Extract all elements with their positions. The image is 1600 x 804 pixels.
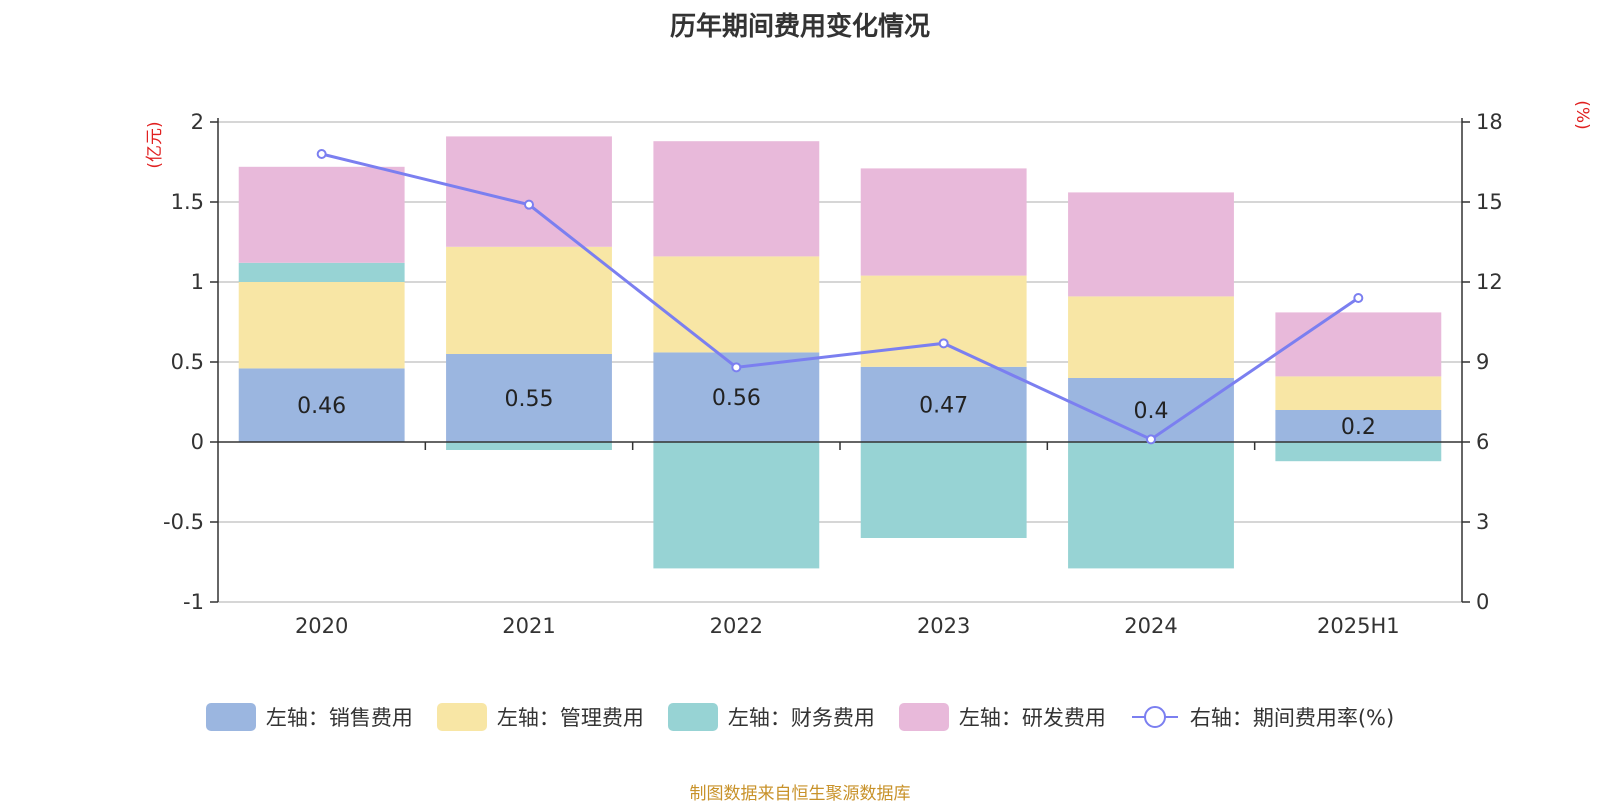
bar-segment: [860, 366, 1027, 442]
bar-segment: [238, 166, 405, 263]
chart-title: 历年期间费用变化情况: [669, 12, 930, 42]
legend-item[interactable]: 右轴：期间费用率(%): [1130, 702, 1394, 732]
legend-line-swatch: [1131, 706, 1178, 728]
left-tick-label: 1: [191, 270, 204, 294]
bar-data-label: 0.46: [297, 394, 346, 419]
right-tick-label: 0: [1476, 590, 1489, 614]
bar-data-label: 0.47: [919, 393, 968, 418]
legend-label: 右轴：期间费用率(%): [1189, 706, 1395, 730]
legend-label: 左轴：管理费用: [496, 706, 644, 730]
right-tick-label: 12: [1476, 270, 1503, 294]
legend-swatch: [205, 703, 256, 731]
rate-point: [316, 149, 327, 159]
legend-swatch: [898, 703, 949, 731]
bar-segment: [653, 141, 820, 257]
left-tick-label: 0: [191, 430, 204, 454]
x-tick-label: 2021: [502, 614, 555, 638]
bar-segment: [446, 246, 612, 354]
bar-segment: [238, 262, 405, 282]
rate-point: [731, 362, 742, 373]
bar-segment: [1068, 296, 1234, 378]
bar-segment: [238, 368, 405, 442]
bar-segment: [446, 354, 612, 442]
legend-item[interactable]: 左轴：研发费用: [898, 702, 1106, 732]
rate-point: [1353, 293, 1364, 303]
right-tick-label: 15: [1476, 190, 1503, 214]
bar-segment: [860, 168, 1027, 276]
left-tick-label: 0.5: [171, 350, 204, 374]
grid-lines: [218, 121, 1462, 603]
legend-swatch: [667, 703, 718, 731]
rate-line-path: [321, 152, 1360, 442]
bar-segment: [446, 442, 612, 450]
legend-item[interactable]: 左轴：销售费用: [205, 702, 413, 732]
right-tick-label: 3: [1476, 510, 1489, 534]
right-tick-label: 6: [1476, 430, 1489, 454]
legend-item[interactable]: 左轴：管理费用: [436, 702, 644, 732]
left-tick-label: 2: [191, 110, 204, 134]
rate-line: [316, 149, 1364, 445]
bar-segment: [860, 442, 1027, 538]
bar-data-label: 0.55: [505, 387, 554, 412]
legend-label: 左轴：销售费用: [265, 706, 413, 730]
bar-segment: [1068, 442, 1234, 569]
legend-label: 左轴：财务费用: [727, 706, 875, 730]
rate-point: [938, 338, 949, 349]
x-tick-label: 2020: [295, 614, 348, 638]
bars: [238, 136, 1442, 569]
left-axis-unit: (亿元): [145, 121, 165, 168]
rate-point: [1146, 434, 1156, 445]
source-note: 制图数据来自恒生聚源数据库: [689, 784, 911, 804]
x-tick-label: 2025H1: [1317, 614, 1400, 638]
bar-segment: [860, 275, 1027, 367]
bar-segment: [1068, 192, 1234, 297]
bar-segment: [653, 442, 820, 569]
legend-swatch: [436, 703, 487, 731]
bar-segment: [1275, 410, 1442, 442]
bar-segment: [1275, 442, 1442, 462]
data-labels: 0.46 0.55 0.56 0.47 0.4 0.2: [297, 386, 1376, 440]
bar-segment: [238, 282, 405, 369]
right-axis-unit: (%): [1572, 100, 1592, 129]
right-tick-label: 9: [1476, 350, 1489, 374]
left-tick-label: -1: [183, 590, 204, 614]
bar-data-label: 0.56: [712, 386, 761, 411]
left-tick-label: -0.5: [163, 510, 204, 534]
x-tick-label: 2023: [917, 614, 970, 638]
left-tick-label: 1.5: [171, 190, 204, 214]
axes: -1 -0.5 0 0.5 1 1.5 2 0 3 6 9 12 15 18 2020 2021 2022 202…: [163, 110, 1503, 638]
bar-data-label: 0.4: [1134, 399, 1169, 424]
right-tick-label: 18: [1476, 110, 1503, 134]
bar-data-label: 0.2: [1341, 415, 1376, 440]
x-tick-label: 2024: [1124, 614, 1177, 638]
legend-item[interactable]: 左轴：财务费用: [667, 702, 875, 732]
bar-segment: [1275, 376, 1442, 410]
bar-segment: [1068, 378, 1234, 442]
legend-label: 左轴：研发费用: [958, 706, 1106, 730]
bar-segment: [1275, 312, 1442, 377]
x-tick-label: 2022: [710, 614, 763, 638]
rate-point: [524, 199, 534, 210]
legend: 左轴：销售费用 左轴：管理费用 左轴：财务费用 左轴：研发费用 右轴：期间费用率(%): [0, 702, 1600, 732]
bar-segment: [653, 256, 820, 353]
